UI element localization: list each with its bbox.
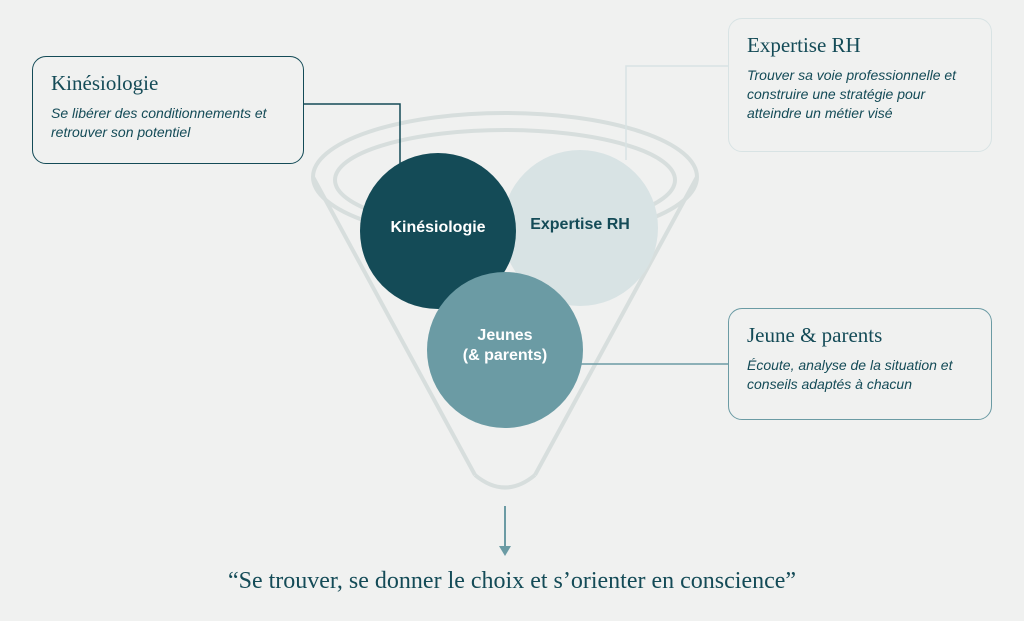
connector-rh bbox=[626, 66, 728, 160]
arrow-head bbox=[499, 546, 511, 556]
funnel-bottom-curve bbox=[475, 475, 535, 488]
output-quote: “Se trouver, se donner le choix et s’ori… bbox=[0, 568, 1024, 595]
circle-jeunes-label: Jeunes (& parents) bbox=[405, 326, 605, 366]
callout-kinesio: Kinésiologie Se libérer des conditionnem… bbox=[32, 56, 304, 164]
circle-jeunes-label-line2: (& parents) bbox=[463, 347, 547, 364]
callout-kinesio-title: Kinésiologie bbox=[51, 71, 285, 96]
callout-rh-desc: Trouver sa voie professionnelle et const… bbox=[747, 66, 973, 123]
circle-jeunes-label-line1: Jeunes bbox=[477, 327, 532, 344]
callout-jeunes-title: Jeune & parents bbox=[747, 323, 973, 348]
callout-rh: Expertise RH Trouver sa voie professionn… bbox=[728, 18, 992, 152]
callout-rh-title: Expertise RH bbox=[747, 33, 973, 58]
circle-rh-label: Expertise RH bbox=[480, 216, 680, 234]
diagram-stage: { "background_color": "#f0f1f0", "funnel… bbox=[0, 0, 1024, 621]
callout-jeunes: Jeune & parents Écoute, analyse de la si… bbox=[728, 308, 992, 420]
callout-jeunes-desc: Écoute, analyse de la situation et conse… bbox=[747, 356, 973, 394]
callout-kinesio-desc: Se libérer des conditionnements et retro… bbox=[51, 104, 285, 142]
